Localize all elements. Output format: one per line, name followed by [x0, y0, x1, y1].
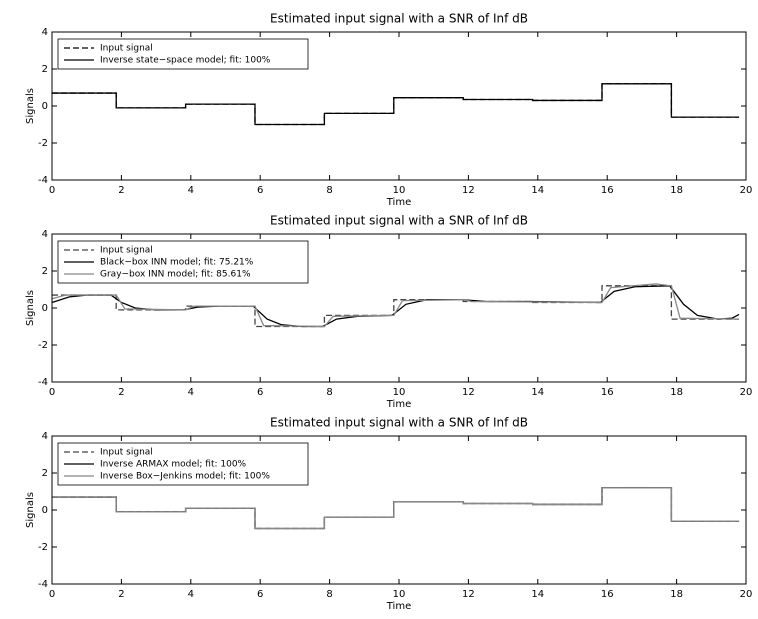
legend-label: Inverse Box−Jenkins model; fit: 100%	[100, 472, 270, 482]
series-line	[51, 285, 740, 328]
x-tick-label: 14	[531, 185, 544, 196]
legend-box	[57, 240, 309, 284]
y-axis-label: Signals	[25, 290, 36, 326]
y-tick-label: 2	[42, 64, 48, 75]
legend-label: Inverse state−space model; fit: 100%	[100, 56, 271, 66]
x-tick-label: 2	[118, 185, 124, 196]
x-tick-label: 18	[670, 185, 683, 196]
y-tick-label: 4	[42, 431, 48, 442]
x-axis-label: Time	[386, 601, 411, 612]
y-tick-label: 0	[42, 505, 48, 516]
y-axis-label: Signals	[25, 88, 36, 124]
y-tick-label: -4	[38, 377, 48, 388]
x-tick-label: 12	[462, 589, 475, 600]
x-tick-label: 10	[393, 185, 406, 196]
x-tick-label: 0	[49, 387, 55, 398]
legend-label: Gray−box INN model; fit: 85.61%	[100, 270, 251, 280]
x-tick-label: 6	[257, 387, 263, 398]
x-tick-label: 10	[393, 387, 406, 398]
x-tick-label: 4	[188, 185, 194, 196]
legend-label: Inverse ARMAX model; fit: 100%	[100, 460, 247, 470]
axes-frame	[51, 233, 747, 383]
y-tick-label: 4	[42, 27, 48, 38]
axes-frame	[51, 31, 747, 181]
x-tick-label: 4	[188, 387, 194, 398]
legend-box	[57, 38, 309, 70]
x-tick-label: 10	[393, 589, 406, 600]
x-tick-label: 20	[740, 387, 753, 398]
x-tick-label: 16	[601, 387, 614, 398]
series-line	[52, 487, 740, 530]
y-tick-label: -2	[38, 340, 48, 351]
legend-label: Black−box INN model; fit: 75.21%	[100, 258, 254, 268]
x-tick-label: 16	[601, 185, 614, 196]
x-tick-label: 12	[462, 387, 475, 398]
chart-title: Estimated input signal with a SNR of Inf…	[270, 416, 528, 430]
y-tick-label: -4	[38, 175, 48, 186]
y-tick-label: -2	[38, 138, 48, 149]
y-tick-label: 0	[42, 303, 48, 314]
series-line	[52, 83, 740, 126]
y-tick-label: -4	[38, 579, 48, 590]
y-axis-label: Signals	[25, 492, 36, 528]
x-tick-label: 0	[49, 185, 55, 196]
x-tick-label: 6	[257, 185, 263, 196]
legend-box	[57, 442, 309, 486]
legend-label: Input signal	[100, 448, 153, 458]
x-tick-label: 12	[462, 185, 475, 196]
x-tick-label: 18	[670, 387, 683, 398]
x-tick-label: 6	[257, 589, 263, 600]
y-tick-label: 2	[42, 266, 48, 277]
x-tick-label: 4	[188, 589, 194, 600]
x-tick-label: 20	[740, 589, 753, 600]
legend-label: Input signal	[100, 246, 153, 256]
y-tick-label: 0	[42, 101, 48, 112]
y-tick-label: 4	[42, 229, 48, 240]
axes-frame	[51, 435, 747, 585]
x-tick-label: 18	[670, 589, 683, 600]
x-axis-label: Time	[386, 399, 411, 410]
y-tick-label: 2	[42, 468, 48, 479]
chart-title: Estimated input signal with a SNR of Inf…	[270, 214, 528, 228]
x-tick-label: 14	[531, 589, 544, 600]
x-tick-label: 8	[326, 589, 332, 600]
x-tick-label: 14	[531, 387, 544, 398]
x-tick-label: 2	[118, 589, 124, 600]
x-tick-label: 20	[740, 185, 753, 196]
x-tick-label: 0	[49, 589, 55, 600]
y-tick-label: -2	[38, 542, 48, 553]
x-axis-label: Time	[386, 197, 411, 208]
series-line	[51, 283, 740, 328]
x-tick-label: 8	[326, 387, 332, 398]
legend-label: Input signal	[100, 44, 153, 54]
x-tick-label: 16	[601, 589, 614, 600]
x-tick-label: 2	[118, 387, 124, 398]
chart-title: Estimated input signal with a SNR of Inf…	[270, 12, 528, 26]
x-tick-label: 8	[326, 185, 332, 196]
